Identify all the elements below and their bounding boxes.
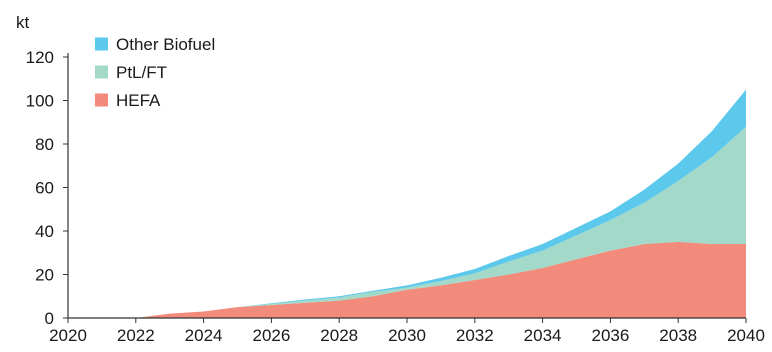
y-tick-label: 0 xyxy=(45,309,54,328)
y-tick-label: 80 xyxy=(35,135,54,154)
x-tick-label: 2040 xyxy=(727,326,765,345)
y-tick-label: 120 xyxy=(26,48,54,67)
legend-label-ptl-ft: PtL/FT xyxy=(116,63,167,82)
x-tick-label: 2026 xyxy=(252,326,290,345)
x-tick-label: 2022 xyxy=(117,326,155,345)
x-tick-label: 2024 xyxy=(185,326,223,345)
x-tick-label: 2034 xyxy=(524,326,562,345)
legend-swatch-hefa xyxy=(95,93,108,107)
legend-swatch-ptl-ft xyxy=(95,65,108,79)
y-tick-label: 20 xyxy=(35,266,54,285)
x-tick-label: 2038 xyxy=(659,326,697,345)
area-series-group xyxy=(68,89,746,318)
y-tick-label: 60 xyxy=(35,179,54,198)
area-ptl-ft xyxy=(68,126,746,318)
x-tick-label: 2036 xyxy=(591,326,629,345)
y-unit-label: kt xyxy=(16,13,30,32)
x-tick-label: 2020 xyxy=(49,326,87,345)
y-tick-label: 100 xyxy=(26,92,54,111)
x-tick-label: 2030 xyxy=(388,326,426,345)
legend-label-other-biofuel: Other Biofuel xyxy=(116,35,215,54)
legend-label-hefa: HEFA xyxy=(116,91,161,110)
y-tick-label: 40 xyxy=(35,222,54,241)
legend: Other Biofuel PtL/FT HEFA xyxy=(95,35,215,110)
area-hefa xyxy=(68,241,746,318)
x-tick-label: 2032 xyxy=(456,326,494,345)
x-tick-label: 2028 xyxy=(320,326,358,345)
legend-swatch-other-biofuel xyxy=(95,37,108,51)
